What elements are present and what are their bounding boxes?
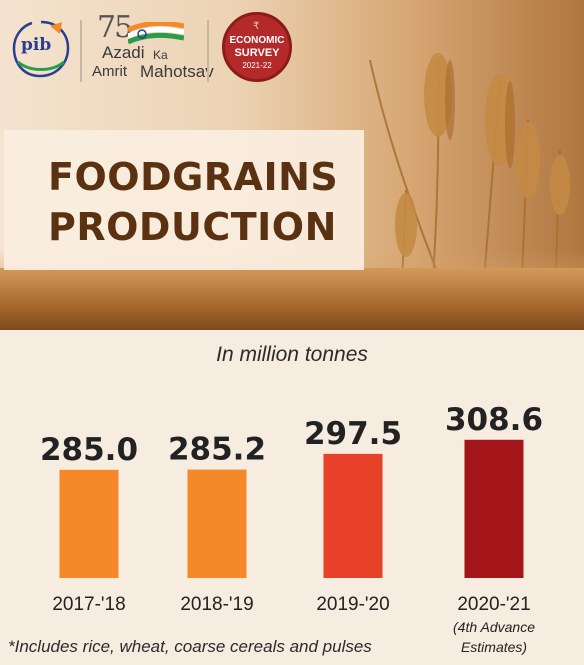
wheat-field bbox=[0, 268, 584, 330]
survey-line-1: ECONOMIC bbox=[229, 35, 285, 46]
pib-logo-text: pib bbox=[21, 35, 52, 55]
value-label-1: 285.2 bbox=[168, 432, 266, 468]
unit-note: In million tonnes bbox=[216, 343, 368, 366]
azadi-mahotsav-text: Mahotsav bbox=[140, 62, 214, 81]
category-note-3-0: (4th Advance bbox=[453, 619, 535, 635]
title-panel bbox=[4, 130, 364, 270]
bar-0 bbox=[59, 469, 119, 578]
survey-line-2: SURVEY bbox=[234, 47, 280, 59]
footnote: *Includes rice, wheat, coarse cereals an… bbox=[8, 637, 372, 656]
economic-survey-badge: ₹ ECONOMIC SURVEY 2021-22 bbox=[222, 12, 292, 82]
bar-3 bbox=[464, 439, 524, 578]
wheat-banner: FOODGRAINS PRODUCTION pib 75 Azadi Ka Am… bbox=[0, 0, 584, 330]
page-title: FOODGRAINS PRODUCTION bbox=[48, 152, 338, 252]
bar-1 bbox=[187, 469, 247, 578]
value-label-3: 308.6 bbox=[445, 402, 543, 438]
azadi-75-mark: 75 bbox=[97, 10, 133, 45]
category-label-0: 2017-'18 bbox=[52, 594, 125, 615]
category-note-3-1: Estimates) bbox=[461, 639, 527, 655]
bar-2 bbox=[323, 453, 383, 578]
azadi-amrit-text: Amrit bbox=[92, 63, 127, 80]
logo-divider-2 bbox=[207, 20, 209, 82]
flag-swoosh-icon bbox=[128, 22, 184, 45]
category-label-3: 2020-'21 bbox=[457, 594, 530, 615]
title-line-2: PRODUCTION bbox=[48, 205, 337, 249]
rupee-icon: ₹ bbox=[253, 21, 260, 32]
value-label-2: 297.5 bbox=[304, 416, 402, 452]
pib-logo bbox=[12, 20, 70, 78]
azadi-ka-text: Ka bbox=[153, 48, 168, 62]
title-line-1: FOODGRAINS bbox=[48, 155, 339, 199]
category-label-1: 2018-'19 bbox=[180, 594, 253, 615]
survey-line-3: 2021-22 bbox=[242, 61, 272, 70]
bar-chart: 285.0 2017-'18 285.2 2018-'19 297.5 2019-'20 3… bbox=[40, 402, 543, 655]
logo-divider-1 bbox=[80, 20, 82, 82]
azadi-text: Azadi bbox=[102, 43, 145, 62]
category-label-2: 2019-'20 bbox=[316, 594, 389, 615]
value-label-0: 285.0 bbox=[40, 432, 138, 468]
